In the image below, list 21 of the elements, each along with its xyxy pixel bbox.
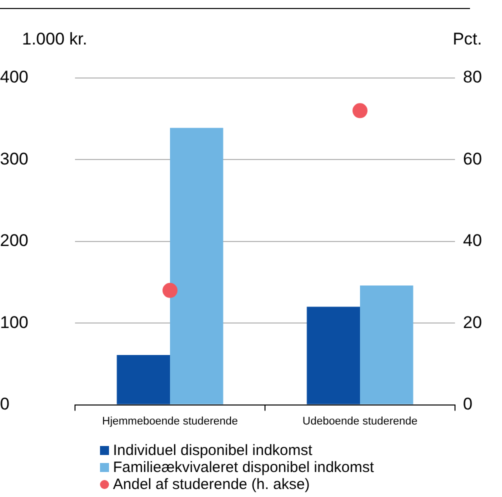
- y-tick-label: 0: [0, 394, 10, 414]
- legend-label: Familieækvivaleret disponibel indkomst: [113, 459, 374, 476]
- y-axis-title: 1.000 kr.: [22, 30, 88, 49]
- x-tick-label: Hjemmeboende studerende: [102, 415, 238, 428]
- y-tick-label: 200: [0, 231, 28, 250]
- y-tick-label: 300: [0, 149, 28, 168]
- y2-tick-label: 80: [463, 68, 482, 87]
- legend-label: Andel af studerende (h. akse): [113, 476, 310, 493]
- bar: [116, 354, 170, 404]
- x-tick-label: Udeboende studerende: [302, 415, 418, 428]
- y-tick-label: 100: [0, 312, 28, 332]
- bar: [306, 306, 360, 404]
- y2-tick-label: 40: [463, 231, 482, 250]
- bar: [170, 128, 224, 404]
- y2-tick-label: 60: [463, 149, 482, 168]
- y2-tick-label: 20: [463, 312, 482, 332]
- legend-label: Individuel disponibel indkomst: [113, 442, 312, 459]
- y2-axis-title: Pct.: [452, 30, 482, 49]
- y2-tick-label: 0: [463, 394, 472, 414]
- bar: [360, 286, 414, 404]
- y-tick-label: 400: [0, 68, 28, 87]
